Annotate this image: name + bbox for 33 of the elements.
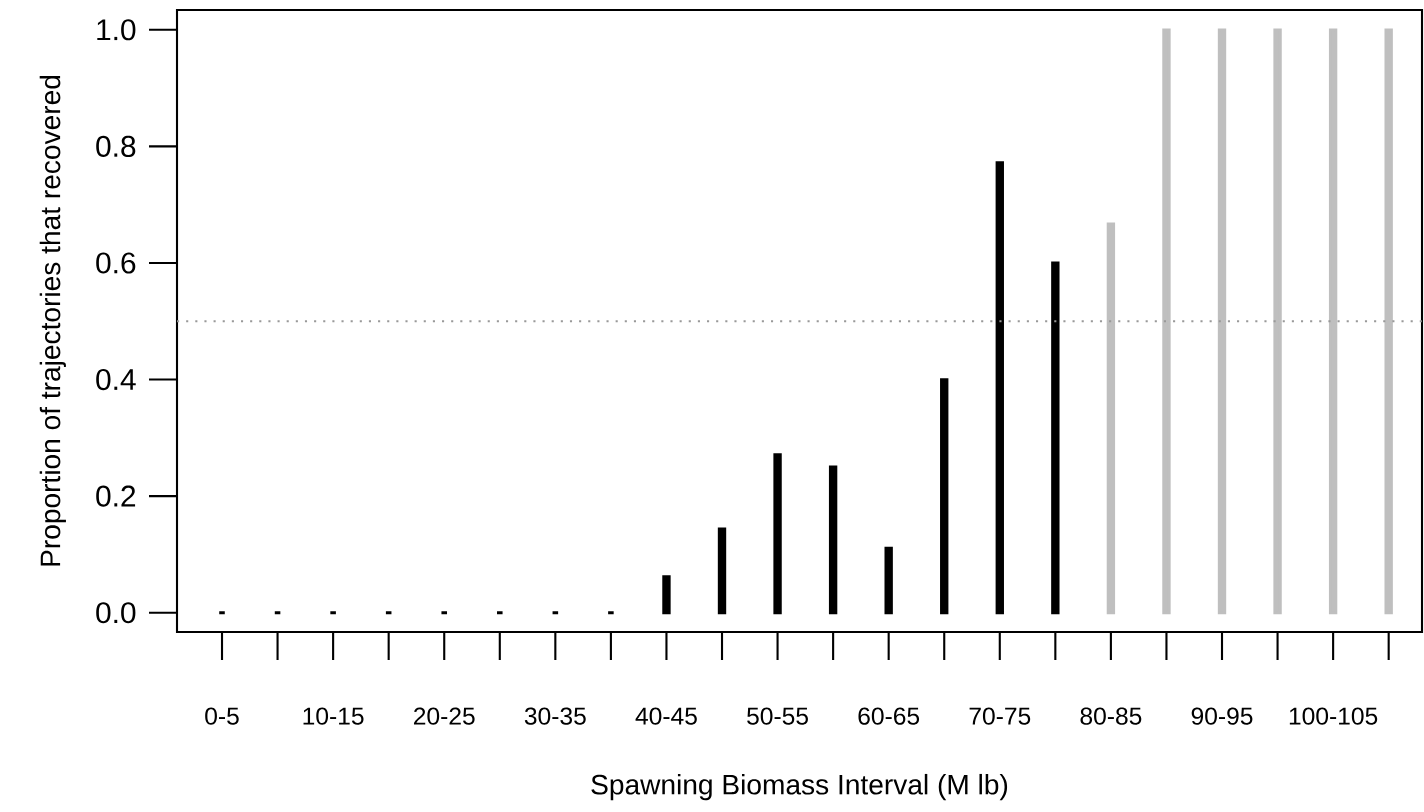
x-tick-label: 0-5 (205, 707, 239, 725)
x-tick-label: 80-85 (1080, 707, 1142, 725)
bar (662, 575, 671, 615)
y-tick-label: 1.0 (97, 19, 136, 41)
y-tick-label: 0.2 (96, 485, 136, 507)
x-tick-label: 30-35 (524, 707, 586, 725)
y-tick-label: 0.0 (96, 602, 136, 624)
x-tick-label: 100-105 (1289, 707, 1378, 725)
bar (1162, 28, 1171, 615)
y-tick-label: 0.6 (96, 252, 136, 274)
x-tick-label: 10-15 (303, 707, 364, 725)
bar (995, 161, 1004, 615)
bar (773, 453, 782, 615)
x-axis-title: Spawning Biomass Interval (M lb) (591, 773, 1008, 801)
bar (1273, 28, 1282, 615)
y-tick-label: 0.4 (96, 369, 136, 391)
bar (1106, 222, 1116, 615)
x-tick-label: 60-65 (858, 707, 920, 725)
x-tick-label: 40-45 (635, 707, 697, 725)
bar (884, 546, 893, 615)
bar (1217, 28, 1227, 615)
x-tick-label: 20-25 (413, 707, 475, 725)
y-tick-label: 0.8 (96, 135, 136, 158)
bar (940, 378, 949, 615)
x-tick-label: 90-95 (1191, 707, 1253, 725)
bar (1051, 261, 1060, 615)
bar (828, 465, 838, 615)
y-axis-title: Proportion of trajectories that recovered (39, 75, 66, 566)
x-tick-label: 50-55 (747, 707, 808, 725)
bar (1384, 28, 1393, 615)
x-tick-label: 70-75 (969, 707, 1031, 725)
bar (1328, 28, 1338, 615)
bar (717, 527, 727, 615)
